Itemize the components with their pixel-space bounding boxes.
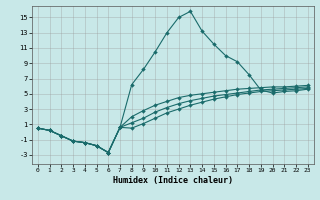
X-axis label: Humidex (Indice chaleur): Humidex (Indice chaleur) [113,176,233,185]
